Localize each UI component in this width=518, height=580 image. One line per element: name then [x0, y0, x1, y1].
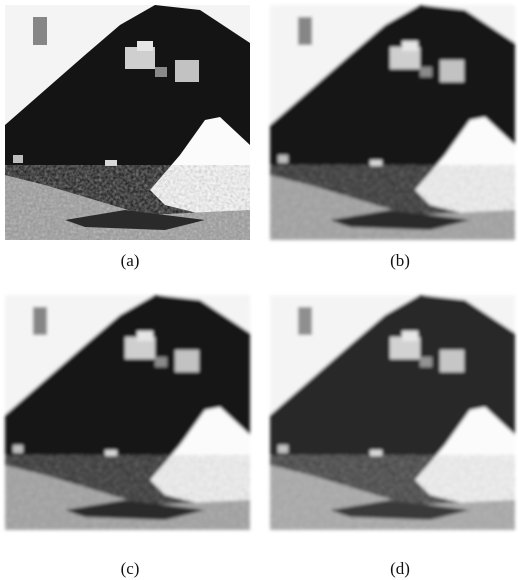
figure: (a) (b) (c) (d): [0, 0, 518, 580]
caption: (d): [390, 559, 410, 578]
panel-c: [5, 295, 250, 530]
caption: (a): [121, 251, 140, 270]
page: (a) (b) (c) (d) (() => { const data = JS…: [0, 0, 518, 580]
caption: (b): [390, 251, 410, 270]
image: [5, 295, 250, 530]
image: [270, 295, 515, 530]
panel-b: [270, 5, 515, 240]
image: [5, 5, 250, 240]
caption: (c): [121, 559, 140, 578]
image: [270, 5, 515, 240]
panel-a: [5, 5, 250, 240]
panel-d: [270, 295, 515, 530]
